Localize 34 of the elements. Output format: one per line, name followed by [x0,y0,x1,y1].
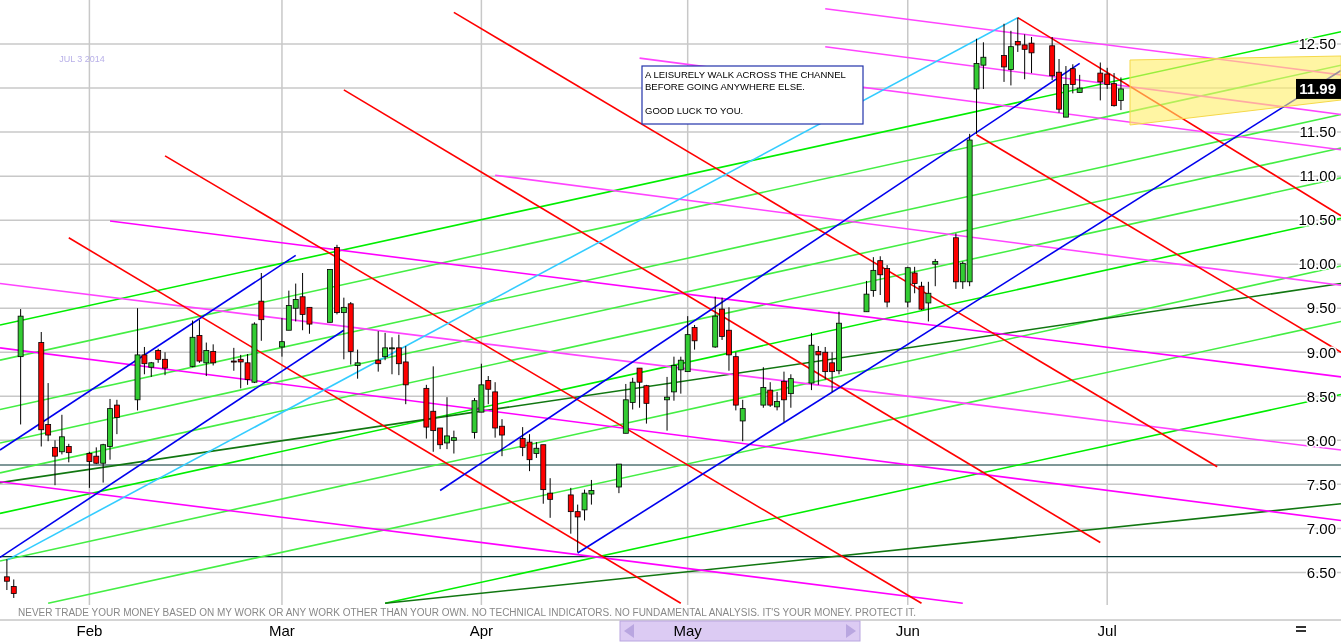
candlestick [863,280,870,313]
x-tick-label: Jun [895,622,920,639]
text: JUL 3 2014 [59,54,105,64]
y-tick-label: 11.00 [1299,167,1336,185]
x-tick-label: Jul [1097,622,1117,639]
candlestick [616,463,622,494]
y-tick-label: 10.00 [1298,255,1336,273]
candlestick [279,317,285,358]
annotation: 11.99 [1299,80,1336,98]
candlestick [547,477,554,519]
y-tick-label: 8.00 [1306,431,1336,449]
x-tick-label: May [673,622,703,639]
y-tick-label: 9.00 [1306,343,1336,361]
y-tick-label: 9.50 [1306,299,1336,317]
candlestick [375,330,382,373]
y-tick-label: 12.50 [1298,35,1336,53]
text: NEVER TRADE YOUR MONEY BASED ON MY WORK OR ANY WORK OTHER THAN YOUR OWN. NO TECHNICAL INDICATORS. NO FUNDAMENTAL ANALYSIS. IT'S YOUR MONEY. PROTECT IT. [18,607,916,618]
y-tick-label: 7.00 [1306,519,1336,537]
x-tick-label: Feb [76,622,103,639]
candlestick [643,384,650,425]
candlestick [664,376,670,432]
candlestick [3,558,10,591]
candlestick [354,349,361,380]
text: A LEISURELY WALK ACROSS THE CHANNEL BEFORE GOING ANYWHERE ELSE. GOOD LUCK TO YOU. [645,69,846,116]
y-tick-label: 11.50 [1299,123,1336,141]
y-tick-label: 6.50 [1306,563,1336,581]
candlestick [10,578,17,599]
x-tick-label: Apr [469,622,494,639]
y-tick-label: 10.50 [1298,211,1336,229]
y-tick-label: 7.50 [1306,475,1336,493]
candlestick [739,399,746,442]
candlestick [932,258,939,287]
x-tick-label: Mar [269,622,295,639]
candlestick [258,272,265,342]
